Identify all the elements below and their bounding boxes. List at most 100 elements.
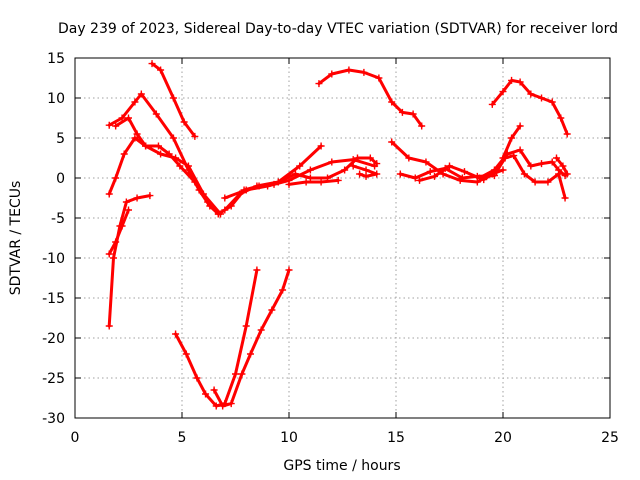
data-point [396, 170, 404, 178]
data-point [418, 122, 426, 130]
data-point [302, 178, 310, 186]
series-arc-d [105, 192, 154, 330]
y-tick-label: 10 [47, 91, 65, 107]
data-point [349, 162, 357, 170]
data-point [268, 306, 276, 314]
y-tick-label: 5 [56, 131, 65, 147]
data-point [328, 158, 336, 166]
data-point [516, 122, 524, 130]
series-arc-m [315, 66, 426, 130]
data-point [398, 108, 406, 116]
chart-title: Day 239 of 2023, Sidereal Day-to-day VTE… [58, 21, 618, 37]
series-line [107, 208, 130, 256]
data-point [148, 60, 156, 68]
series-arc-q [480, 152, 569, 202]
data-point [306, 174, 314, 182]
data-point [142, 142, 150, 150]
data-point [315, 80, 323, 88]
y-tick-label: -30 [42, 411, 65, 427]
data-point [105, 190, 113, 198]
series-line [114, 116, 276, 216]
data-point [499, 154, 507, 162]
series-arc-k [285, 176, 342, 188]
data-point [341, 166, 349, 174]
data-point [227, 202, 235, 210]
series-arc-e [105, 206, 132, 258]
data-point [317, 178, 325, 186]
data-point [563, 170, 571, 178]
x-tick-label: 20 [494, 430, 512, 446]
data-point [285, 266, 293, 274]
series-arc-l [349, 162, 381, 180]
plot-frame [74, 57, 611, 419]
series-arc-h [210, 266, 293, 410]
data-point [242, 186, 250, 194]
data-point [334, 176, 342, 184]
data-point [105, 322, 113, 330]
series-line [107, 136, 222, 216]
data-point [480, 176, 488, 184]
data-point [112, 174, 120, 182]
data-point [559, 162, 567, 170]
data-point [446, 162, 453, 170]
data-point [172, 330, 180, 338]
data-point [538, 94, 546, 102]
data-point [291, 170, 299, 178]
data-point [356, 170, 364, 178]
series-arc-j [274, 154, 381, 186]
data-point [431, 172, 439, 180]
data-point [557, 114, 565, 122]
data-point [182, 350, 190, 358]
series-line [107, 194, 152, 328]
data-point [274, 178, 282, 186]
data-point [112, 238, 120, 246]
x-tick-label: 10 [280, 430, 298, 446]
series-arc-s [488, 76, 571, 138]
data-point [165, 150, 173, 158]
data-point [362, 172, 370, 180]
data-point [152, 110, 160, 118]
data-point [285, 180, 293, 188]
y-tick-label: 0 [56, 171, 65, 187]
data-point [548, 158, 556, 166]
data-point [246, 350, 254, 358]
data-point [353, 154, 361, 162]
data-point [553, 154, 560, 162]
grid [75, 58, 610, 418]
data-point [508, 76, 516, 84]
data-point [366, 154, 374, 162]
data-point [122, 198, 130, 206]
data-point [184, 166, 192, 174]
data-point [191, 178, 199, 186]
data-point [105, 121, 113, 129]
data-point [538, 160, 546, 168]
data-point [510, 152, 518, 160]
data-point [146, 192, 154, 200]
x-tick-label: 5 [178, 430, 187, 446]
data-point [227, 400, 235, 408]
data-point [169, 94, 177, 102]
data-point [110, 254, 118, 262]
data-point [409, 110, 417, 118]
data-point [232, 370, 239, 378]
series-line [287, 178, 340, 186]
data-point [169, 134, 177, 142]
data-point [131, 134, 139, 142]
data-point [499, 88, 507, 96]
data-point [317, 142, 325, 150]
data-point [154, 142, 162, 150]
data-point [133, 194, 141, 202]
data-point [362, 166, 370, 174]
data-point [191, 132, 199, 140]
x-tick-label: 15 [387, 430, 405, 446]
data-point [120, 150, 128, 158]
data-point [531, 178, 539, 186]
data-point [137, 90, 145, 98]
series-line [317, 68, 424, 128]
y-tick-label: -25 [42, 371, 65, 387]
data-point [219, 402, 227, 410]
data-series [105, 60, 571, 410]
data-point [373, 160, 381, 168]
x-axis-label: GPS time / hours [283, 458, 400, 474]
y-tick-label: -20 [42, 331, 65, 347]
